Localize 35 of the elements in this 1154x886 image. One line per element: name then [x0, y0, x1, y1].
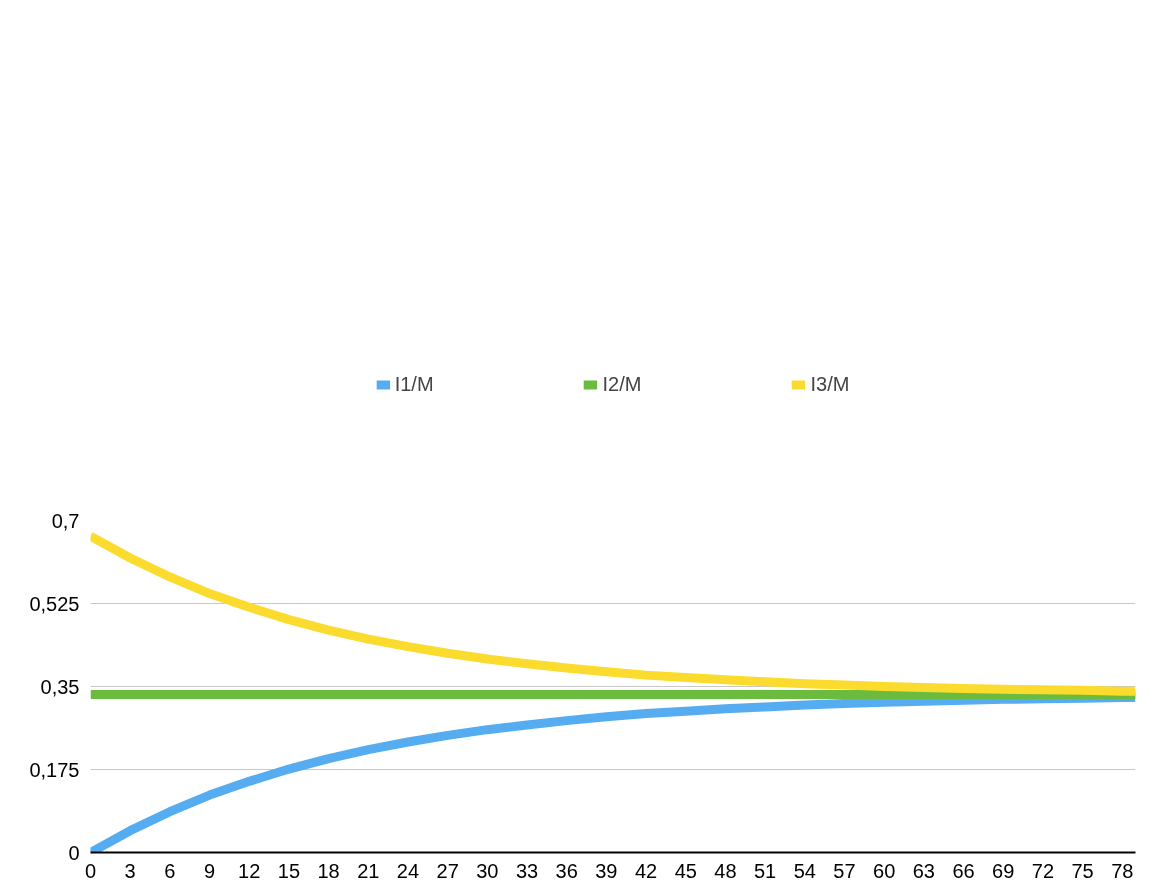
y-tick-label: 0,525 — [29, 592, 80, 615]
x-tick-label: 63 — [912, 859, 935, 882]
x-tick-label: 9 — [203, 859, 216, 882]
x-tick-label: 60 — [873, 859, 896, 882]
x-tick-label: 66 — [952, 859, 975, 882]
x-tick-label: 21 — [357, 859, 380, 882]
legend-label: I1/M — [394, 372, 434, 396]
x-tick-label: 3 — [124, 859, 136, 882]
x-tick-label: 18 — [317, 859, 340, 882]
legend-label: I3/M — [810, 372, 850, 396]
x-tick-label: 69 — [992, 859, 1015, 882]
y-tick-label: 0,35 — [40, 675, 80, 698]
x-tick-label: 36 — [555, 859, 578, 882]
x-tick-label: 0 — [84, 859, 97, 882]
legend-label: I2/M — [602, 372, 642, 396]
x-tick-label: 33 — [515, 859, 539, 882]
x-tick-label: 12 — [238, 859, 261, 882]
x-tick-label: 78 — [1111, 859, 1134, 882]
x-tick-label: 57 — [833, 859, 856, 882]
x-tick-label: 54 — [793, 859, 816, 882]
x-tick-label: 30 — [476, 859, 499, 882]
x-tick-label: 27 — [436, 859, 459, 882]
x-tick-label: 42 — [634, 859, 658, 882]
y-tick-label: 0 — [68, 841, 80, 864]
x-tick-label: 48 — [714, 859, 737, 882]
x-tick-label: 51 — [754, 859, 777, 882]
x-tick-label: 6 — [164, 859, 176, 882]
x-tick-label: 75 — [1071, 859, 1094, 882]
x-tick-label: 15 — [277, 859, 301, 882]
x-tick-label: 72 — [1031, 859, 1055, 882]
y-tick-label: 0,175 — [29, 758, 80, 781]
x-tick-label: 24 — [396, 859, 420, 882]
x-tick-label: 45 — [674, 859, 697, 882]
x-tick-label: 39 — [595, 859, 618, 882]
y-tick-label: 0,7 — [51, 509, 80, 532]
